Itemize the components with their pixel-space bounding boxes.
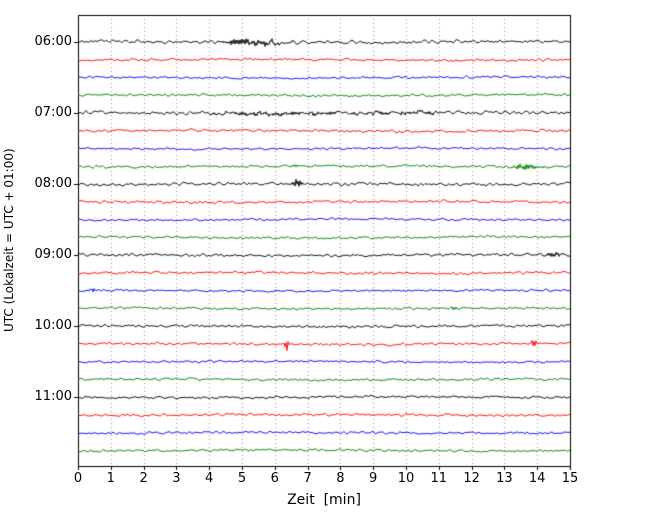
seismogram-canvas	[0, 0, 650, 520]
helicorder-figure: UTC (Lokalzeit = UTC + 01:00) Zeit [min]…	[0, 0, 650, 520]
